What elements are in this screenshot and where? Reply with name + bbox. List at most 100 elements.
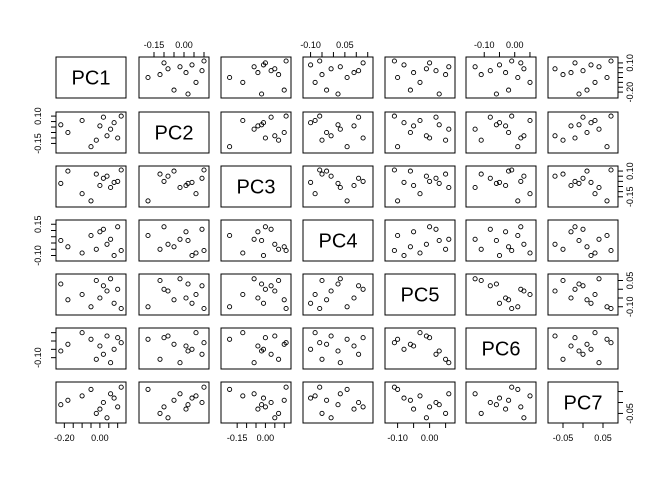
point-r7-c4-obs6: [351, 406, 357, 412]
point-r2-c4-obs10: [308, 120, 314, 126]
point-r1-c6-obs8: [521, 66, 527, 72]
point-r2-c1-obs2: [65, 129, 71, 136]
panel-r4-c7: [547, 219, 619, 262]
panel-r4-c3: [220, 219, 292, 262]
point-r6-c3-obs7: [268, 351, 274, 357]
point-r3-c1-obs1: [58, 180, 64, 186]
point-r6-c5-obs7: [433, 351, 439, 357]
tick-label-bottom-pc7-2: 0.05: [594, 433, 612, 443]
point-r6-c2-obs5: [157, 356, 163, 362]
point-r5-c4-obs5: [319, 277, 325, 284]
point-r5-c4-obs7: [356, 283, 362, 289]
point-r2-c4-obs5: [319, 137, 325, 143]
point-r1-c6-obs7: [487, 68, 493, 74]
point-r4-c6-obs8: [521, 241, 527, 247]
point-r1-c5-obs3: [417, 79, 423, 85]
point-r6-c1-obs5: [93, 356, 99, 362]
point-r7-c5-obs3: [417, 393, 423, 399]
tick-label-right-pc5-0: -0.10: [625, 296, 635, 317]
point-r2-c6-obs6: [503, 123, 509, 129]
point-r7-c1-obs1: [58, 402, 64, 408]
point-r2-c6-obs4: [515, 144, 521, 150]
panel-r6-c2: [138, 327, 210, 370]
point-r1-c4-obs5: [319, 72, 325, 78]
point-r6-c2-obs6: [183, 343, 189, 349]
point-r6-c4-obs8: [328, 333, 334, 339]
point-r2-c5-obs1: [436, 122, 442, 128]
point-r1-c3-obs9: [251, 64, 257, 70]
point-r3-c5-obs2: [407, 168, 413, 174]
panel-r4-c6: [465, 219, 537, 262]
point-r2-c5-obs5: [443, 137, 449, 143]
point-r1-c2-obs1: [185, 91, 191, 97]
point-r5-c7-obs6: [568, 295, 574, 301]
point-r3-c1-obs3: [79, 191, 85, 197]
point-r3-c4-obs3: [312, 191, 318, 197]
point-r7-c5-obs9: [446, 391, 452, 397]
point-r7-c4-obs10: [308, 395, 314, 401]
point-r7-c6-obs7: [487, 399, 493, 406]
point-r3-c7-obs6: [568, 182, 574, 189]
point-r1-c2-obs9: [177, 64, 183, 70]
point-r2-c7-obs6: [568, 123, 574, 129]
point-r1-c7-obs12: [608, 58, 614, 64]
point-r1-c5-obs8: [423, 66, 429, 72]
panel-r2-c4: [302, 111, 374, 154]
point-r4-c3-obs8: [272, 241, 278, 247]
point-r5-c1-obs9: [108, 276, 114, 282]
point-r6-c5-obs3: [417, 330, 423, 336]
point-r4-c6-obs9: [472, 236, 478, 242]
point-r3-c5-obs3: [417, 191, 423, 197]
point-r6-c2-obs10: [189, 346, 195, 352]
tick-label-top-pc4-0: -0.10: [300, 40, 321, 50]
point-r4-c5-obs11: [427, 224, 433, 230]
point-r4-c1-obs10: [111, 252, 117, 259]
point-r4-c2-obs4: [145, 232, 151, 239]
point-r5-c3-obs1: [259, 281, 265, 287]
point-r2-c1-obs1: [58, 122, 64, 128]
point-r2-c3-obs12: [283, 113, 289, 119]
point-r3-c7-obs2: [584, 168, 590, 174]
point-r4-c5-obs5: [443, 246, 449, 252]
point-r1-c2-obs5: [157, 72, 163, 78]
point-r2-c4-obs1: [335, 122, 341, 128]
point-r2-c7-obs10: [588, 120, 594, 126]
point-r2-c7-obs4: [604, 144, 610, 150]
point-r4-c6-obs5: [478, 246, 484, 252]
point-r4-c2-obs3: [193, 250, 199, 256]
point-r4-c2-obs10: [189, 252, 195, 259]
point-r5-c1-obs1: [58, 281, 64, 287]
point-r6-c3-obs11: [262, 335, 268, 341]
point-r3-c2-obs3: [193, 191, 199, 197]
point-r4-c5-obs4: [395, 232, 401, 239]
point-r2-c4-obs3: [312, 117, 318, 124]
point-r3-c4-obs10: [308, 179, 314, 185]
point-r2-c4-obs8: [328, 133, 334, 139]
panel-r4-c2: [138, 219, 210, 262]
point-r3-c7-obs9: [596, 184, 602, 191]
tick-label-bottom-pc3-0: -0.15: [227, 433, 248, 443]
point-r5-c4-obs4: [344, 304, 350, 310]
point-r3-c2-obs9: [177, 184, 183, 191]
point-r1-c2-obs8: [165, 66, 171, 72]
point-r4-c7-obs12: [608, 247, 614, 254]
panel-r3-c7: [547, 165, 619, 208]
panel-r1-c7: [547, 56, 619, 99]
point-r6-c3-obs10: [260, 346, 267, 352]
point-r6-c7-obs9: [596, 360, 602, 366]
point-r2-c7-obs12: [608, 113, 614, 119]
tick-label-top-pc2-3: 0.00: [175, 40, 193, 50]
point-r2-c5-obs4: [395, 144, 401, 150]
point-r6-c5-obs11: [427, 335, 433, 341]
point-r3-c7-obs7: [580, 175, 586, 181]
point-r1-c5-obs6: [411, 70, 417, 76]
point-r2-c5-obs11: [427, 135, 433, 141]
point-r6-c3-obs9: [251, 360, 257, 366]
point-r5-c2-obs3: [193, 291, 199, 298]
point-r7-c4-obs7: [356, 399, 362, 406]
point-r3-c4-obs5: [319, 171, 325, 177]
point-r6-c3-obs5: [276, 356, 282, 362]
point-r2-c6-obs9: [472, 126, 478, 132]
point-r1-c4-obs10: [308, 62, 314, 68]
panel-r5-c3: [220, 273, 292, 316]
